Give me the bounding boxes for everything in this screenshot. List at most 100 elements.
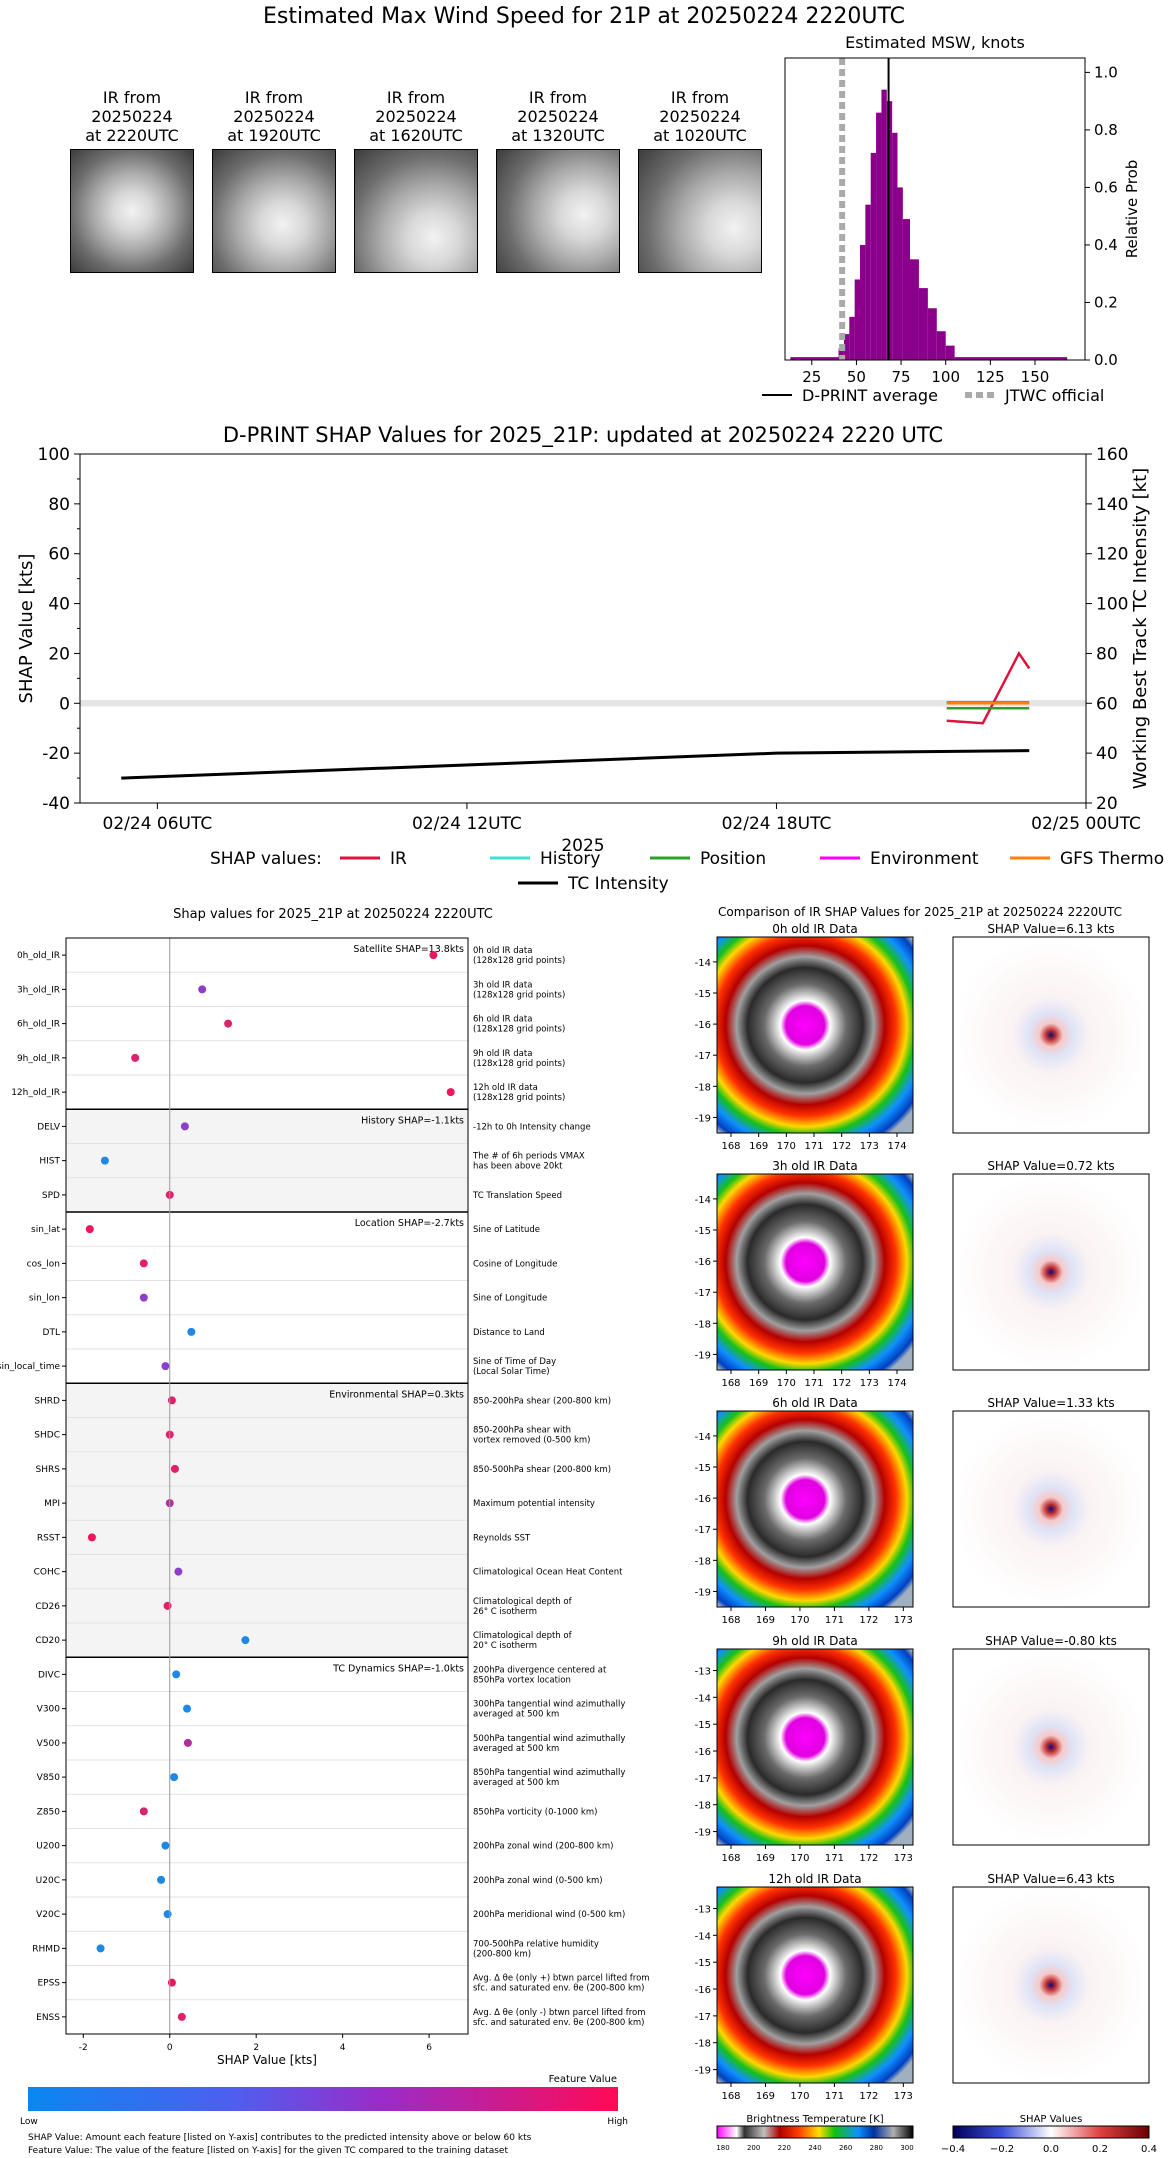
shap-panel-title: SHAP Value=1.33 kts [987,1396,1114,1410]
legend-label: IR [390,849,407,869]
x-tick-label: 173 [860,1141,879,1152]
ir-thumbnail-caption: IR from [528,88,588,107]
y-tick-label: -14 [695,1693,711,1704]
x-tick-label: 169 [756,2091,775,2102]
group-band [66,1109,468,1212]
histogram-bar [897,187,903,360]
shap-panel-title: SHAP Value=6.43 kts [987,1872,1114,1886]
shap-point [163,1910,172,1919]
y2-tick-label: 60 [1096,694,1118,714]
ir-thumbnail-caption: 20250224 [517,107,599,126]
ir-thumbnail-caption: 20250224 [233,107,315,126]
ir-panel-title: 0h old IR Data [772,922,858,936]
feature-description: Avg. Δ θe (only +) btwn parcel lifted fr… [473,1974,650,1984]
histogram-bar [870,152,877,360]
shap-image [953,1411,1149,1607]
y-tick-label: -14 [695,1931,711,1942]
shap-point [183,1704,192,1713]
ir-thumbnail: IR from 20250224 at 1620UTC [344,88,488,273]
y-tick-label: 0.0 [1094,351,1118,369]
histogram-bar [892,132,898,360]
y-tick-label: -13 [695,1904,711,1915]
feature-name: SPD [42,1191,60,1201]
feature-description: 26° C isotherm [473,1607,537,1617]
shap-point [198,985,207,994]
shap-point [177,2012,186,2021]
shap-image [953,1887,1149,2083]
feature-name: V500 [37,1739,61,1749]
footnote: Feature Value: The value of the feature … [28,2146,508,2156]
feature-description: Cosine of Longitude [473,1259,557,1269]
ir-image [717,1649,913,1845]
y-tick-label: -15 [695,1958,711,1969]
x-tick-label: 172 [832,1378,851,1389]
y-tick-label: 20 [48,644,70,664]
shap-panel-title: SHAP Value=-0.80 kts [985,1634,1117,1648]
bt-tick-label: 300 [900,2144,913,2152]
histogram-bar [927,308,937,360]
x-tick-label: 170 [790,2091,809,2102]
feature-description: Sine of Latitude [473,1225,540,1235]
histogram-bar [849,316,855,360]
feature-name: HIST [39,1157,60,1167]
bt-tick-label: 200 [747,2144,760,2152]
x-tick-label: 173 [860,1378,879,1389]
x-tick-label: 50 [847,368,866,386]
feature-name: 3h_old_IR [17,985,60,995]
ir-shap-comparison: Comparison of IR SHAP Values for 2025_21… [695,905,1157,2155]
feature-description: 500hPa tangential wind azimuthally [473,1734,625,1744]
shap-point [167,1396,176,1405]
bt-tick-label: 240 [808,2144,821,2152]
feature-name: CD26 [35,1602,60,1612]
histogram-bar [902,219,910,360]
histogram-bar [838,348,844,360]
feature-description: 200hPa meridional wind (0-500 km) [473,1910,625,1920]
shap-point [161,1841,170,1850]
feature-name: SHRS [36,1465,61,1475]
histogram-bar [854,279,860,360]
legend-label: History [540,849,600,869]
feature-description: Maximum potential intensity [473,1499,595,1509]
y-tick-label: -19 [695,1587,711,1598]
x-tick-label: 172 [832,1141,851,1152]
bt-tick-label: 260 [839,2144,852,2152]
shap-image [953,1649,1149,1845]
shap-image [953,937,1149,1133]
series-line [946,651,1031,725]
feature-value-colorbar [28,2087,618,2111]
ir-thumbnail-caption: IR from [244,88,304,107]
shap-tick-label: −0.4 [941,2144,965,2155]
timeseries-y2label: Working Best Track TC Intensity [kt] [1130,468,1151,789]
x-tick-label: 125 [976,368,1005,386]
y-tick-label: 40 [48,595,70,615]
shap-point [96,1944,105,1953]
feature-name: U20C [36,1876,60,1886]
legend-title: SHAP values: [210,849,322,869]
histogram-bar [876,112,882,361]
x-tick-label: 150 [1021,368,1050,386]
x-tick-label: 169 [749,1378,768,1389]
shap-tick-label: 0.0 [1043,2144,1059,2155]
feature-description: averaged at 500 km [473,1778,559,1788]
feature-name: COHC [34,1568,60,1578]
bt-tick-label: 220 [778,2144,791,2152]
histogram-bar [918,288,928,360]
ir-thumbnail-caption: 20250224 [659,107,741,126]
feature-name: 9h_old_IR [17,1054,60,1064]
x-tick-label: 169 [756,1853,775,1864]
shap-point [429,951,438,960]
histogram-frame [784,57,1086,361]
ir-thumbnail-caption: IR from [386,88,446,107]
x-tick-label: 0 [167,2043,173,2053]
feature-description: 9h old IR data [473,1049,532,1059]
y-tick-label: -16 [695,1020,711,1031]
feature-name: MPI [44,1499,60,1509]
y-tick-label: 60 [48,545,70,565]
ir-thumbnail-caption: at 1020UTC [653,126,747,145]
x-tick-label: 75 [892,368,911,386]
shap-tick-label: 0.2 [1092,2144,1108,2155]
feature-name: sin_local_time [0,1362,60,1372]
y-tick-label: -18 [695,1556,711,1567]
y2-tick-label: 140 [1096,495,1128,515]
histogram-bar [843,334,850,360]
